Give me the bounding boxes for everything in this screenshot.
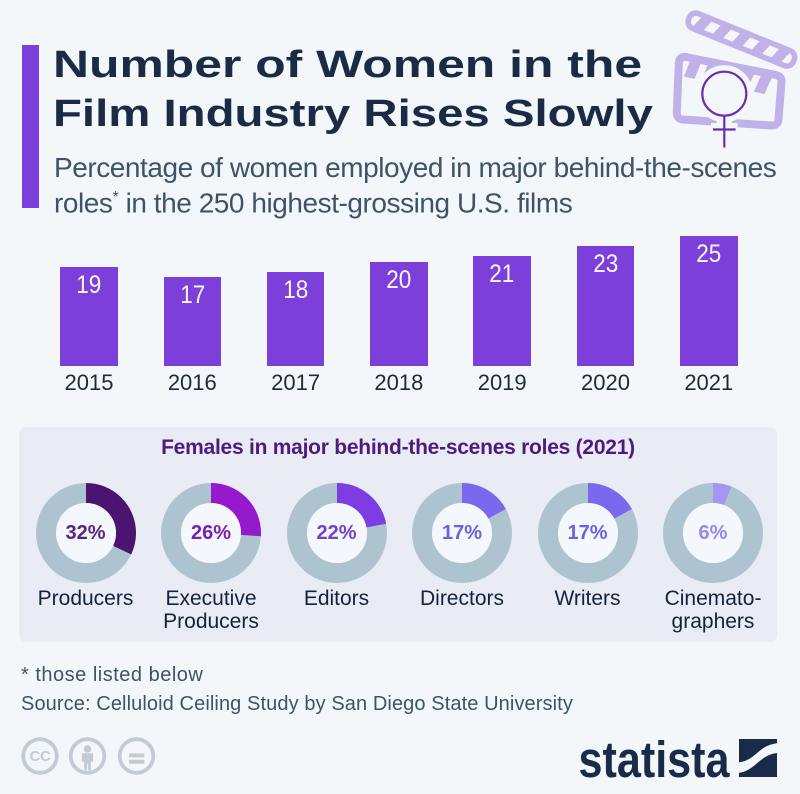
svg-text:CC: CC (30, 748, 51, 765)
svg-text:statista: statista (579, 731, 731, 788)
